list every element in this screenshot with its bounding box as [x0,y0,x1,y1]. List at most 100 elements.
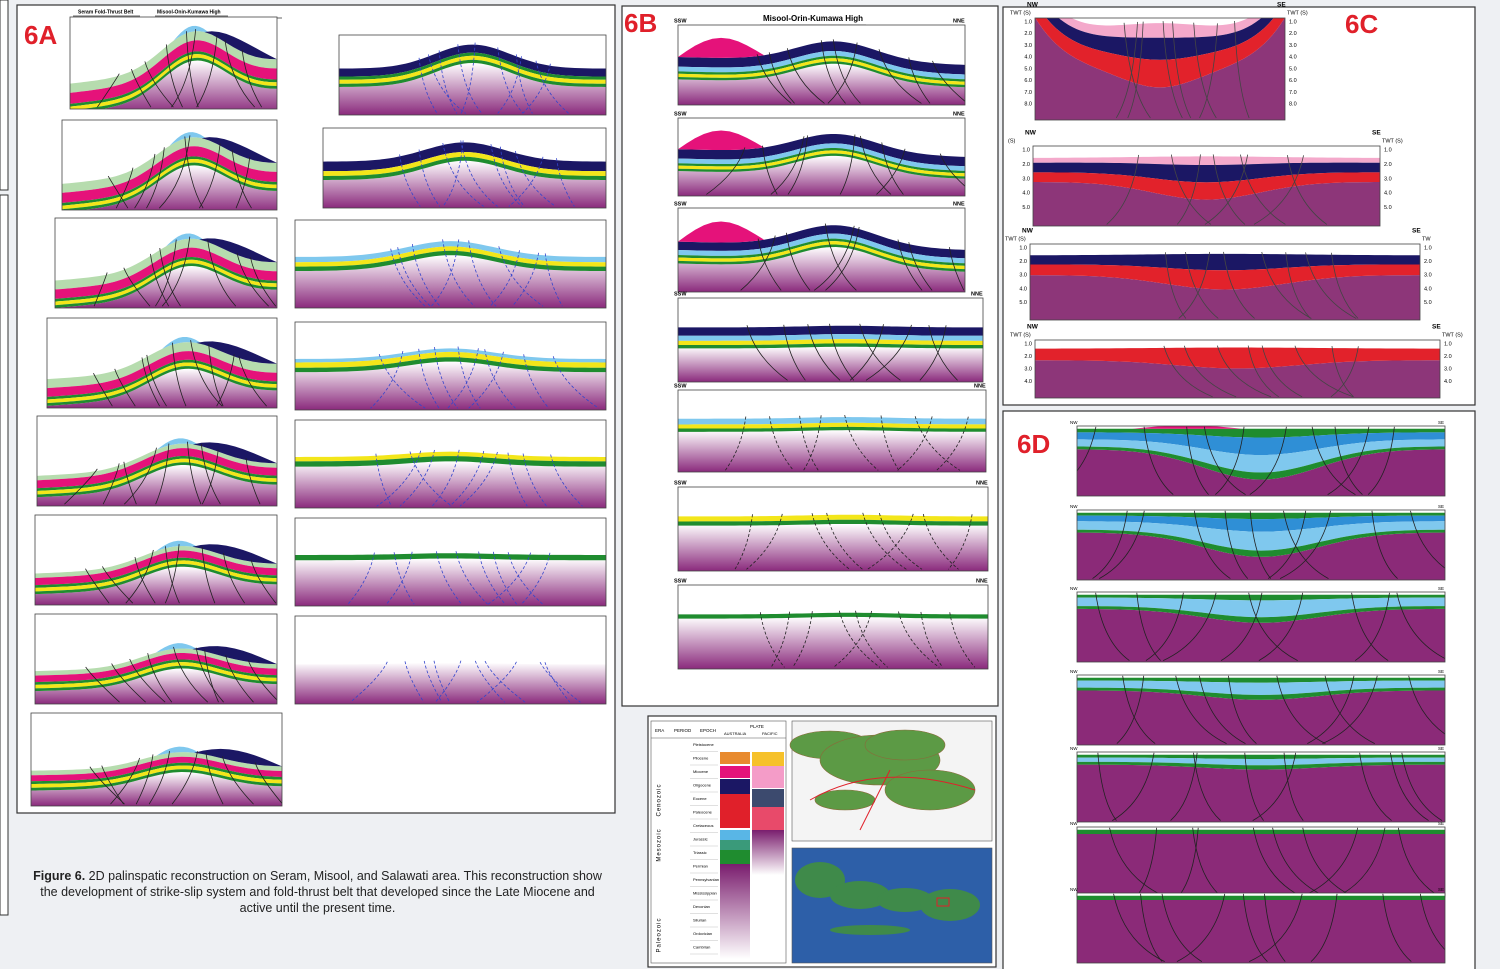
panel-label: 6C [1345,9,1378,39]
plate-swatch [720,840,750,850]
epoch-label: Cambrian [693,945,710,950]
axis-tick-label: 3.0 [1424,273,1432,279]
axis-tick-label: 1.0 [1289,19,1297,25]
axis-tick-label: 5.0 [1289,66,1297,72]
cross-section [1077,592,1449,662]
basement [295,461,606,508]
epoch-label: Paleocene [693,810,713,815]
era-label: Mesozoic [657,828,663,861]
section-end-label: NW [1070,821,1078,826]
epoch-label: Pennsylvanian [693,877,719,882]
section-header: Misool-Onin-Kumawa High [157,9,221,15]
section-end-label: SE [1438,504,1444,509]
axis-tick-label: 2.0 [1289,31,1297,37]
cross-section [1077,827,1445,897]
axis-title: TWT (S) [1382,138,1403,144]
axis-tick-label: 4.0 [1289,55,1297,61]
edge-frame [0,0,8,190]
cross-section [55,218,277,308]
cross-section [37,416,277,506]
cross-section [295,518,606,606]
cross-section [678,585,988,669]
section-end-label: NNE [953,201,965,207]
section-end-label: NNE [976,480,988,486]
caption: Figure 6. 2D palinspatic reconstruction … [30,868,605,916]
section-end-label: NNE [974,383,986,389]
axis-tick-label: 5.0 [1024,66,1032,72]
section-end-label: SSW [674,291,687,297]
basement [678,617,988,669]
axis-tick-label: 4.0 [1024,55,1032,61]
era-label: Paleozoic [657,917,663,952]
section-end-label: SE [1372,130,1381,137]
section-end-label: SE [1438,420,1444,425]
cross-section [678,208,965,292]
axis-tick-label: 8.0 [1024,102,1032,108]
section-end-label: SSW [674,111,687,117]
plate-swatch [752,807,784,830]
section-header: Misool-Orin-Kumawa High [763,14,863,23]
plate-swatch [720,752,750,764]
cross-section [70,17,277,113]
plate-swatch [720,779,750,794]
cross-section [295,220,606,308]
axis-tick-label: 2.0 [1444,354,1452,360]
edge-frame [0,195,8,915]
section-end-label: NW [1070,669,1078,674]
axis-tick-label: 3.0 [1022,176,1030,182]
section-end-label: SSW [674,18,687,24]
cross-section [47,318,277,408]
axis-tick-label: 5.0 [1384,205,1392,211]
axis-tick-label: 2.0 [1024,354,1032,360]
epoch-label: Silurian [693,918,706,923]
cross-section [678,298,983,382]
epoch-label: Devonian [693,904,710,909]
axis-tick-label: 3.0 [1024,366,1032,372]
table-header: ERA [655,728,664,733]
page: 6A 6B 6C 6D Seram Fold-Thrust Belt Misoo… [0,0,1500,969]
plate-swatch [720,830,750,840]
layer [1077,830,1445,834]
axis-tick-label: 2.0 [1019,259,1027,265]
section-end-label: SE [1438,821,1444,826]
section-end-label: SE [1438,746,1444,751]
axis-title: (S) [1008,138,1016,144]
axis-tick-label: 5.0 [1019,300,1027,306]
axis-tick-label: 1.0 [1444,341,1452,347]
axis-title: TWT (S) [1287,10,1308,16]
caption-text: 2D palinspatic reconstruction on Seram, … [40,869,602,915]
plate-swatch [720,766,750,778]
section-end-label: NW [1070,887,1078,892]
cross-section [1077,752,1445,822]
section-end-label: NW [1027,324,1039,331]
axis-tick-label: 7.0 [1289,90,1297,96]
plate-swatch [752,752,784,766]
cross-section [35,614,279,704]
cross-section [1077,893,1459,963]
section-end-label: NNE [976,578,988,584]
section-end-label: NW [1025,130,1037,137]
axis-title: TW [1422,236,1431,242]
plate-swatch [752,766,784,788]
cross-section [1035,340,1440,398]
axis-tick-label: 2.0 [1024,31,1032,37]
axis-tick-label: 3.0 [1444,366,1452,372]
map-land [830,925,910,935]
panel-label: 6A [24,20,57,50]
axis-tick-label: 5.0 [1022,205,1030,211]
cross-section [1077,675,1461,745]
axis-tick-label: 1.0 [1384,147,1392,153]
axis-tick-label: 4.0 [1024,379,1032,385]
basement [295,558,606,606]
cross-section [678,118,975,196]
plate-swatch [720,850,750,864]
panel-label: 6B [624,8,657,38]
cross-section [678,487,988,571]
section-end-label: NW [1070,586,1078,591]
cross-section [323,128,606,208]
section-end-label: SE [1438,887,1444,892]
axis-tick-label: 1.0 [1022,147,1030,153]
axis-tick-label: 6.0 [1289,78,1297,84]
axis-title: TWT (S) [1442,332,1463,338]
map-island [885,770,975,810]
